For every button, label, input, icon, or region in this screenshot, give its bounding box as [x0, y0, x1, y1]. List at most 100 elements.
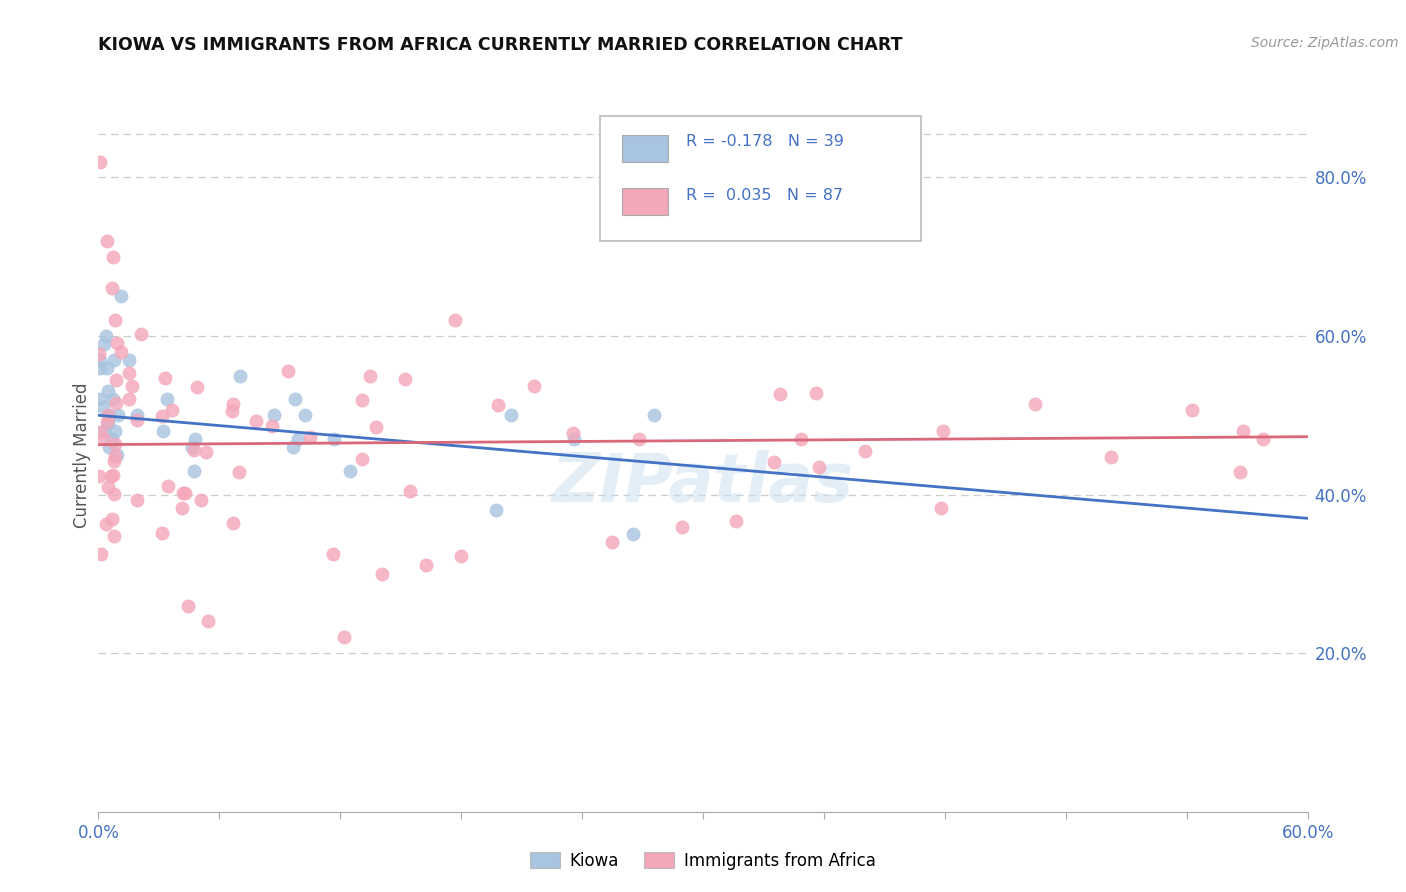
Point — [105, 335, 128, 350]
Text: KIOWA VS IMMIGRANTS FROM AFRICA CURRENTLY MARRIED CORRELATION CHART: KIOWA VS IMMIGRANTS FROM AFRICA CURRENTL… — [98, 36, 903, 54]
Point — [110, 289, 132, 303]
Point — [176, 599, 198, 613]
Point — [763, 455, 786, 469]
Point — [298, 429, 321, 443]
Point — [153, 371, 176, 385]
Point — [152, 424, 174, 438]
Point — [183, 464, 205, 478]
Point — [101, 511, 124, 525]
Point — [399, 483, 422, 498]
Point — [103, 352, 125, 367]
Point — [160, 402, 183, 417]
Point — [170, 500, 193, 515]
Point — [790, 432, 813, 446]
Point — [186, 380, 208, 394]
Point — [1232, 424, 1254, 438]
Point — [245, 414, 267, 428]
Point — [804, 385, 827, 400]
Point — [350, 392, 373, 407]
Point — [724, 514, 747, 528]
Point — [263, 409, 285, 423]
Point — [561, 426, 583, 441]
Point — [183, 442, 205, 457]
Point — [294, 409, 316, 423]
Point — [932, 424, 955, 438]
Point — [364, 420, 387, 434]
Text: ZIPatlas: ZIPatlas — [553, 450, 853, 516]
Point — [101, 250, 124, 264]
Point — [671, 520, 693, 534]
Point — [97, 408, 120, 422]
Point — [769, 387, 792, 401]
Point — [104, 449, 127, 463]
Point — [228, 466, 250, 480]
Point — [118, 366, 141, 380]
Point — [89, 392, 111, 407]
Point — [808, 460, 831, 475]
Point — [450, 549, 472, 564]
Point — [103, 529, 125, 543]
Point — [90, 547, 112, 561]
Point — [118, 352, 141, 367]
Text: Source: ZipAtlas.com: Source: ZipAtlas.com — [1251, 36, 1399, 50]
Point — [600, 535, 623, 549]
Point — [339, 464, 361, 478]
FancyBboxPatch shape — [621, 188, 668, 215]
Point — [97, 480, 120, 494]
Point — [277, 364, 299, 378]
Point — [105, 373, 128, 387]
Point — [89, 360, 111, 375]
Point — [110, 344, 132, 359]
Point — [523, 379, 546, 393]
Point — [333, 630, 356, 644]
Point — [350, 451, 373, 466]
Point — [260, 418, 283, 433]
Point — [1024, 397, 1046, 411]
Point — [93, 337, 115, 351]
Point — [89, 425, 111, 440]
Text: R =  0.035   N = 87: R = 0.035 N = 87 — [686, 187, 844, 202]
Point — [643, 409, 665, 423]
Point — [103, 454, 125, 468]
Point — [156, 479, 179, 493]
Point — [93, 433, 115, 447]
Point — [96, 360, 118, 375]
Point — [190, 493, 212, 508]
Point — [89, 352, 111, 367]
Point — [97, 416, 120, 430]
Point — [359, 368, 381, 383]
Point — [121, 379, 143, 393]
Point — [127, 409, 149, 423]
Point — [394, 371, 416, 385]
Point — [101, 392, 124, 407]
Point — [562, 432, 585, 446]
Point — [125, 492, 148, 507]
Point — [101, 432, 124, 446]
Point — [104, 313, 127, 327]
Text: R = -0.178   N = 39: R = -0.178 N = 39 — [686, 134, 844, 149]
Point — [104, 424, 127, 438]
Point — [180, 440, 202, 454]
Point — [105, 448, 128, 462]
Point — [97, 440, 120, 454]
Point — [929, 500, 952, 515]
Point — [627, 432, 650, 446]
Point — [1099, 450, 1122, 464]
Point — [284, 392, 307, 407]
Point — [222, 397, 245, 411]
Point — [150, 409, 173, 423]
Point — [283, 440, 305, 454]
Point — [415, 558, 437, 572]
Point — [94, 329, 117, 343]
Point — [107, 409, 129, 423]
Point — [100, 281, 122, 295]
Point — [287, 432, 309, 446]
Point — [89, 468, 111, 483]
Point — [485, 503, 508, 517]
Point — [103, 486, 125, 500]
Point — [172, 485, 194, 500]
Point — [853, 443, 876, 458]
Point — [118, 392, 141, 407]
Point — [103, 436, 125, 450]
Point — [486, 398, 509, 412]
